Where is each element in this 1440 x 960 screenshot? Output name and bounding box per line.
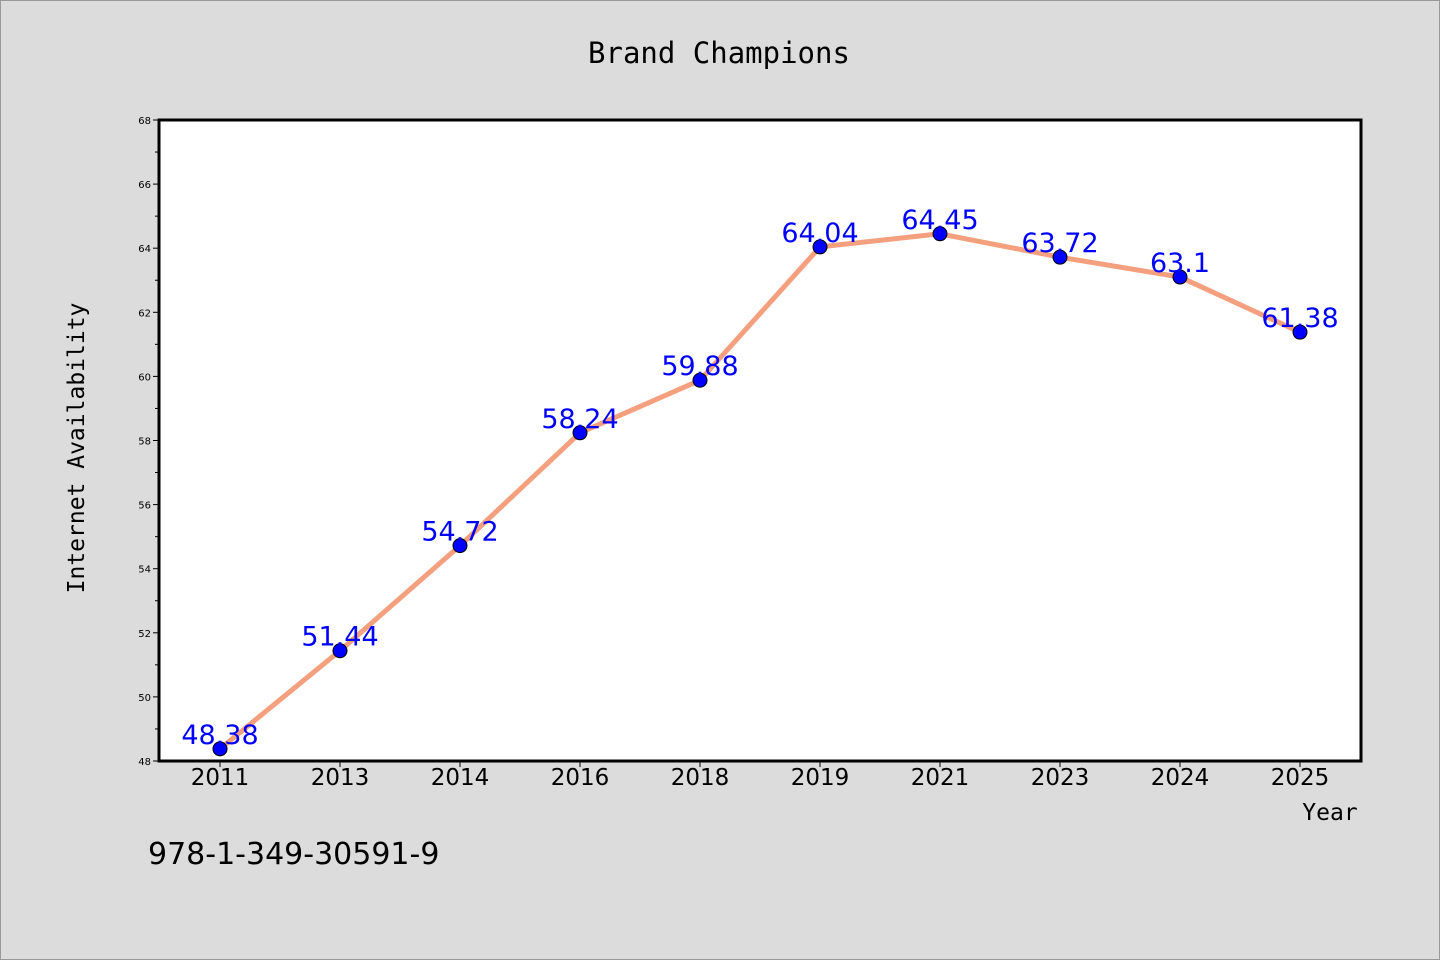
y-tick-label: 60	[138, 372, 151, 383]
isbn-caption: 978-1-349-30591-9	[148, 837, 439, 872]
y-tick-label: 56	[138, 501, 151, 512]
data-point	[1292, 324, 1308, 340]
chart-title: Brand Champions	[588, 36, 850, 70]
data-label: 64.04	[781, 218, 858, 249]
plot-area	[157, 118, 1363, 763]
x-tick-label: 2014	[431, 765, 490, 791]
data-label: 61.38	[1261, 303, 1338, 334]
data-point	[812, 239, 828, 255]
data-label: 58.24	[541, 404, 618, 435]
x-axis: 2011 2013 2014 2016 2018 2019 2021 2023 2024 2025	[191, 761, 1330, 791]
data-point	[452, 538, 468, 554]
data-label: 48.38	[181, 720, 258, 751]
data-labels: 48.38 51.44 54.72 58.24 59.88 64.04 64.45 63.72…	[181, 205, 1338, 751]
x-tick-label: 2016	[551, 765, 610, 791]
y-tick-label: 52	[138, 629, 151, 640]
data-label: 64.45	[901, 205, 978, 236]
x-tick-label: 2021	[911, 765, 970, 791]
data-label: 59.88	[661, 351, 738, 382]
data-label: 54.72	[421, 517, 498, 548]
y-tick-label: 54	[138, 565, 151, 576]
x-tick-label: 2018	[671, 765, 730, 791]
x-tick-label: 2024	[1151, 765, 1210, 791]
y-axis-label: Internet Availability	[64, 303, 90, 594]
y-tick-label: 66	[138, 180, 151, 191]
x-axis-label: Year	[1302, 800, 1357, 826]
y-tick-label: 48	[138, 757, 151, 768]
y-tick-label: 68	[138, 116, 151, 127]
series-line	[218, 231, 1302, 751]
data-point	[932, 226, 948, 242]
data-label: 51.44	[301, 622, 378, 653]
data-point	[212, 741, 228, 757]
y-tick-label: 62	[138, 308, 151, 319]
x-tick-label: 2013	[311, 765, 370, 791]
x-tick-label: 2023	[1031, 765, 1090, 791]
y-tick-label: 64	[138, 244, 151, 255]
data-point	[332, 643, 348, 659]
y-tick-label: 50	[138, 693, 151, 704]
data-point	[1052, 249, 1068, 265]
y-axis: 48 50 52 54 56 58 60 62 64 66 68	[138, 116, 159, 768]
data-label: 63.72	[1021, 228, 1098, 259]
y-tick-label: 58	[138, 437, 151, 448]
data-point	[1172, 269, 1188, 285]
data-markers	[212, 226, 1308, 757]
x-tick-label: 2011	[191, 765, 250, 791]
data-point	[572, 425, 588, 441]
x-tick-label: 2019	[791, 765, 850, 791]
x-tick-label: 2025	[1271, 765, 1330, 791]
data-point	[692, 372, 708, 388]
data-label: 63.1	[1150, 248, 1210, 279]
